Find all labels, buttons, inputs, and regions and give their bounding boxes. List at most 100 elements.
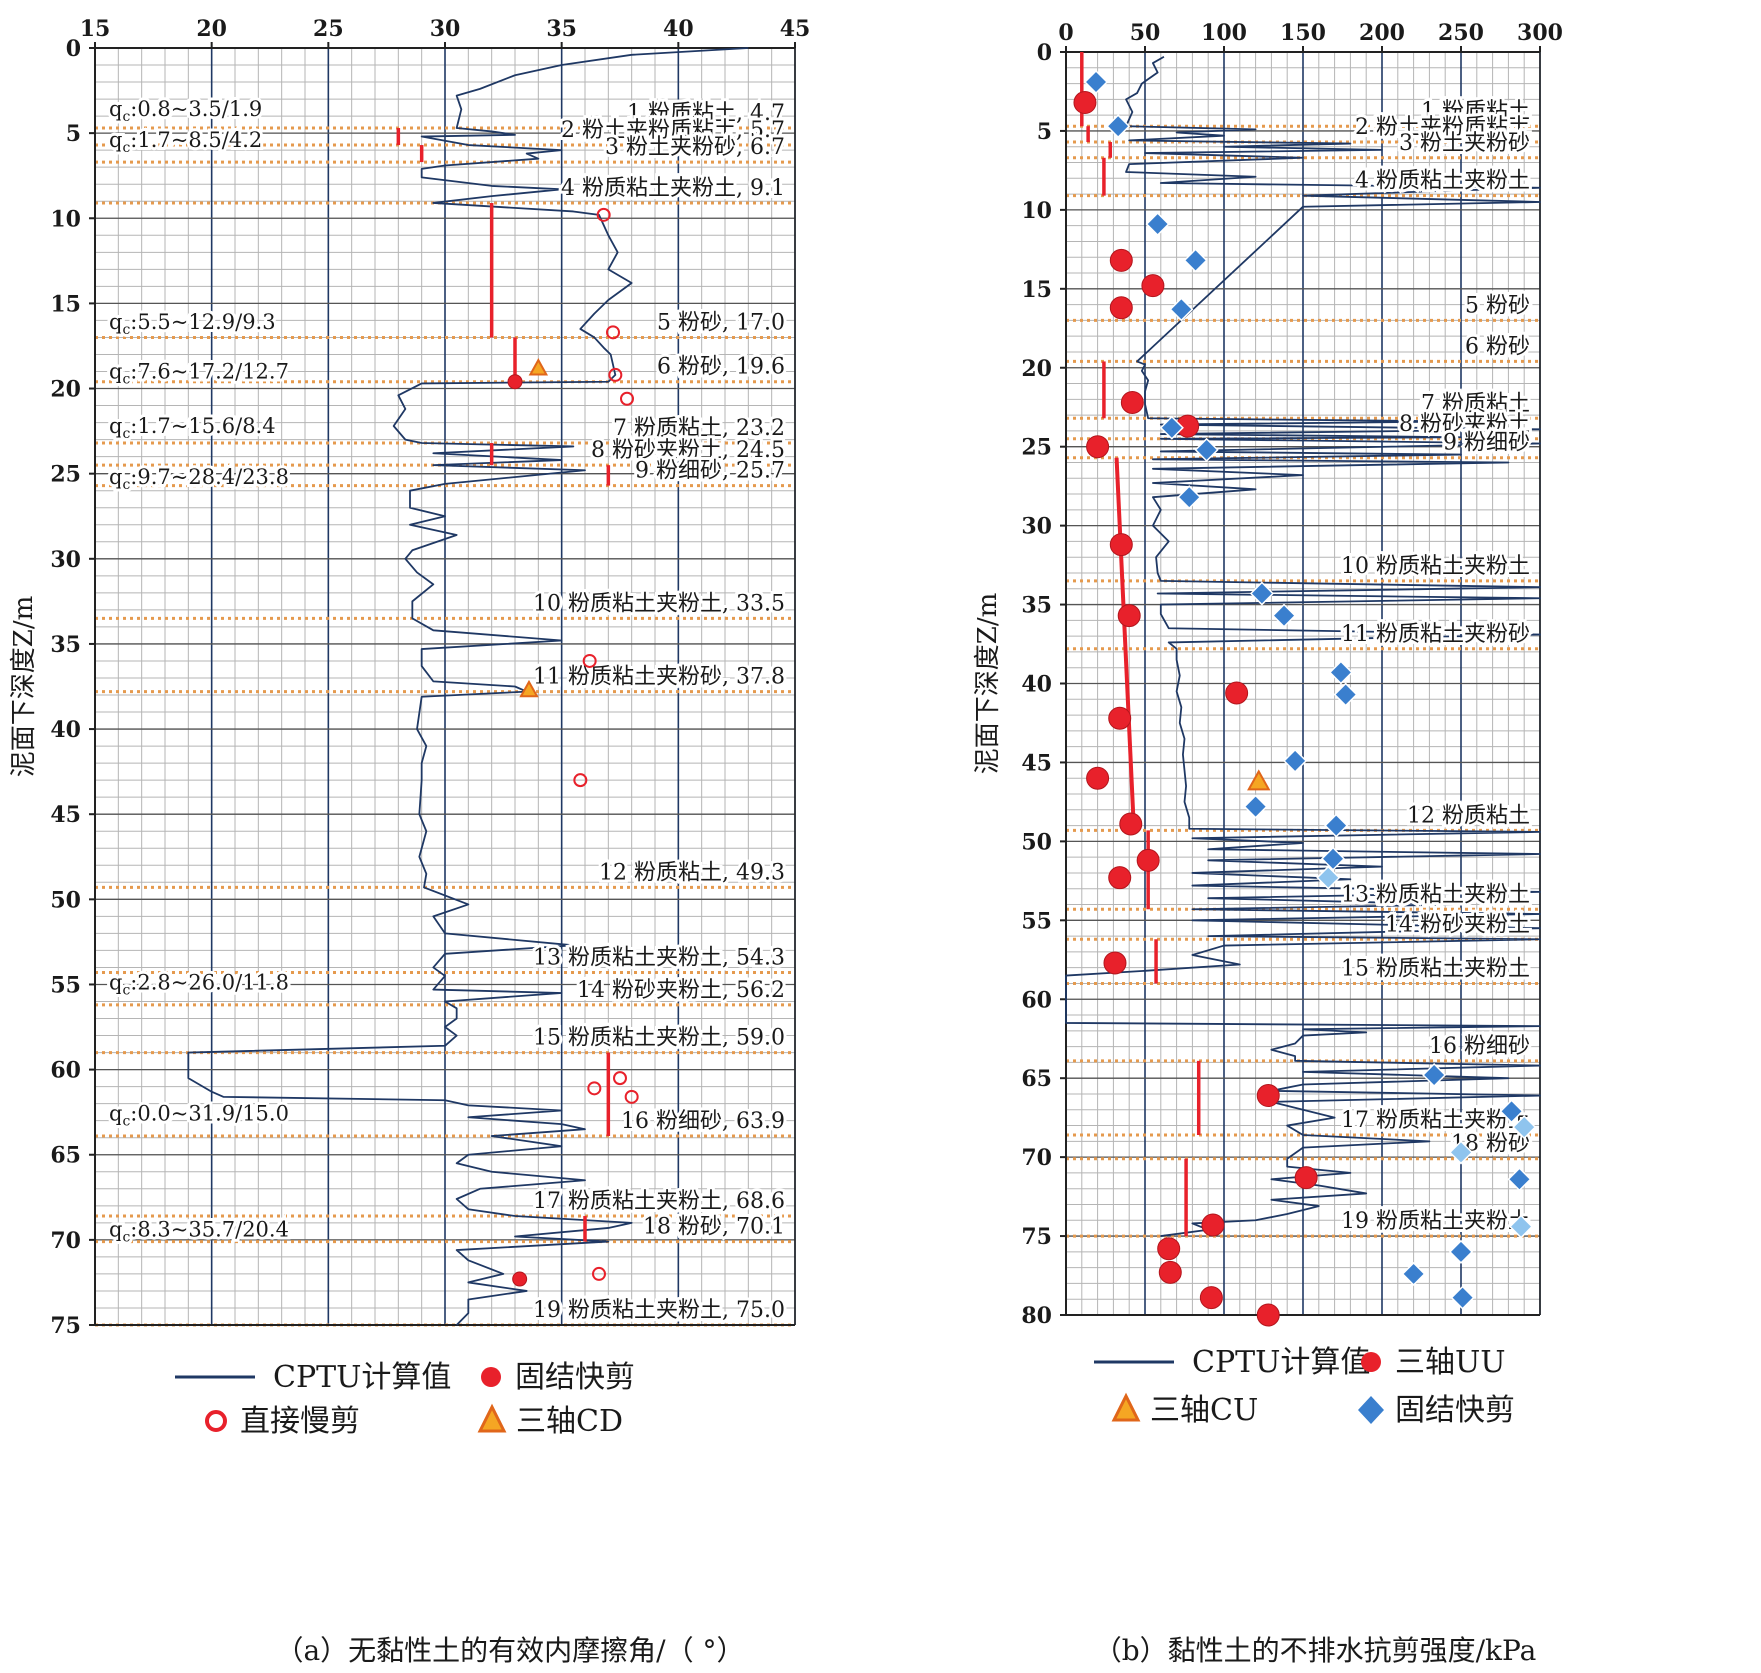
marker-filled-circle xyxy=(1109,296,1133,320)
legend-label: CPTU计算值 xyxy=(273,1360,451,1395)
marker-diamond xyxy=(1169,297,1194,322)
layer-label: 14 粉砂夹粉土, 56.2 xyxy=(577,978,785,1003)
y-tick-label: 35 xyxy=(50,632,81,658)
marker-diamond xyxy=(1243,794,1268,819)
legend-swatch-triangle xyxy=(1111,1392,1141,1422)
marker-open-circle xyxy=(620,391,634,406)
caption-b: （b）黏性土的不排水抗剪强度/kPa xyxy=(1094,1634,1537,1667)
layer-label: 8 粉砂夹粉土, 24.5 xyxy=(591,438,785,463)
layer-label: 10 粉质粘土夹粉土 xyxy=(1341,554,1530,579)
x-tick-label: 25 xyxy=(313,16,344,42)
y-tick-label: 65 xyxy=(50,1143,81,1169)
red-trend-line xyxy=(1114,457,1136,831)
marker-diamond xyxy=(1448,1140,1474,1165)
marker-diamond xyxy=(1145,212,1170,237)
marker-diamond xyxy=(1083,69,1109,95)
layer-label: 6 粉砂, 19.6 xyxy=(657,355,785,380)
x-tick-label: 150 xyxy=(1280,20,1326,46)
marker-diamond xyxy=(1177,485,1202,510)
layer-label: 6 粉砂 xyxy=(1465,334,1530,359)
legend-label: 直接慢剪 xyxy=(240,1404,360,1439)
x-tick-label: 300 xyxy=(1517,20,1563,46)
x-tick-label: 45 xyxy=(780,16,811,42)
layer-label: 17 粉质粘土夹粉土 xyxy=(1341,1108,1530,1133)
layer-label: 19 粉质粘土夹粉土 xyxy=(1341,1209,1530,1234)
marker-diamond xyxy=(1401,1261,1426,1287)
y-tick-label: 30 xyxy=(1021,514,1052,540)
marker-filled-circle xyxy=(512,1271,528,1287)
legend-label: 固结快剪 xyxy=(1395,1393,1515,1428)
marker-diamond xyxy=(1507,1167,1532,1192)
marker-triangle xyxy=(528,358,549,376)
layer-label: 7 粉质粘土, 23.2 xyxy=(613,416,785,441)
marker-diamond xyxy=(1194,437,1219,462)
layer-label: 15 粉质粘土夹粉土 xyxy=(1341,956,1530,981)
y-axis-label: 泥面下深度Z/m xyxy=(973,593,1003,774)
qc-annotation: qc:5.5~12.9/9.3 xyxy=(109,310,276,338)
y-tick-label: 55 xyxy=(50,972,81,998)
marker-filled-circle xyxy=(1256,1303,1280,1327)
qc-annotation: qc:9.7~28.4/23.8 xyxy=(109,465,289,493)
marker-open-circle xyxy=(613,1071,627,1086)
legend-swatch-triangle xyxy=(477,1403,507,1433)
y-tick-label: 10 xyxy=(50,206,81,232)
x-tick-label: 15 xyxy=(80,16,111,42)
y-tick-label: 25 xyxy=(50,462,81,488)
y-tick-label: 75 xyxy=(50,1313,81,1339)
y-tick-label: 70 xyxy=(1021,1145,1052,1171)
marker-diamond xyxy=(1316,865,1341,890)
legend-b: CPTU计算值 三轴UU 三轴CU 固结快剪 xyxy=(1094,1345,1515,1428)
marker-open-circle xyxy=(596,207,611,222)
marker-open-circle xyxy=(606,325,620,340)
y-tick-label: 5 xyxy=(66,121,81,147)
legend-swatch-diamond xyxy=(1358,1396,1384,1424)
layer-label: 3 粉土夹粉砂, 6.7 xyxy=(605,135,785,160)
marker-filled-circle xyxy=(1141,274,1165,298)
marker-filled-circle xyxy=(1158,1260,1182,1284)
x-tick-label: 250 xyxy=(1438,20,1484,46)
legend-swatch-filled-circle xyxy=(1361,1352,1381,1372)
qc-annotation: qc:7.6~17.2/12.7 xyxy=(109,359,289,387)
marker-filled-circle xyxy=(1086,766,1110,790)
marker-filled-circle xyxy=(1256,1084,1280,1108)
marker-diamond xyxy=(1333,682,1358,707)
y-tick-label: 35 xyxy=(1021,593,1052,619)
y-tick-label: 55 xyxy=(1021,908,1052,934)
marker-diamond xyxy=(1324,813,1349,838)
y-tick-label: 0 xyxy=(66,36,81,62)
marker-filled-circle xyxy=(1117,604,1141,628)
layer-label: 2 粉土夹粉质粘土 xyxy=(1355,115,1530,140)
qc-annotation: qc:1.7~15.6/8.4 xyxy=(109,414,276,442)
qc-annotation: qc:0.0~31.9/15.0 xyxy=(109,1102,289,1130)
marker-open-circle xyxy=(587,1081,602,1096)
qc-annotation: qc:1.7~8.5/4.2 xyxy=(109,128,262,156)
marker-filled-circle xyxy=(1073,91,1097,115)
layer-label: 5 粉砂, 17.0 xyxy=(657,310,785,335)
layer-label: 19 粉质粘土夹粉土, 75.0 xyxy=(533,1298,785,1323)
marker-diamond xyxy=(1106,114,1131,139)
marker-diamond xyxy=(1320,846,1346,871)
marker-filled-circle xyxy=(1120,390,1144,414)
marker-filled-circle xyxy=(507,374,523,390)
x-tick-label: 200 xyxy=(1359,20,1405,46)
layer-label: 18 粉砂, 70.1 xyxy=(643,1215,785,1240)
x-tick-label: 30 xyxy=(430,16,461,42)
x-tick-label: 100 xyxy=(1201,20,1247,46)
marker-triangle xyxy=(519,679,539,698)
layer-label: 5 粉砂 xyxy=(1465,293,1530,318)
layer-label: 8 粉砂夹粉土 xyxy=(1399,412,1530,437)
marker-filled-circle xyxy=(1199,1286,1223,1310)
marker-open-circle xyxy=(582,653,597,668)
marker-open-circle xyxy=(592,1266,606,1281)
layer-label: 3 粉土夹粉砂 xyxy=(1399,131,1530,156)
layer-label: 12 粉质粘土, 49.3 xyxy=(599,860,785,885)
y-tick-label: 15 xyxy=(1021,277,1052,303)
marker-diamond xyxy=(1249,581,1274,606)
y-tick-label: 50 xyxy=(50,887,81,913)
marker-diamond xyxy=(1183,248,1208,273)
legend-label: CPTU计算值 xyxy=(1192,1345,1370,1380)
panel-b: 0 50 100 150 200 250 300 0 5 10 15 20 25 30 35 40 45 50 55… xyxy=(973,20,1563,1329)
marker-diamond xyxy=(1159,415,1184,440)
